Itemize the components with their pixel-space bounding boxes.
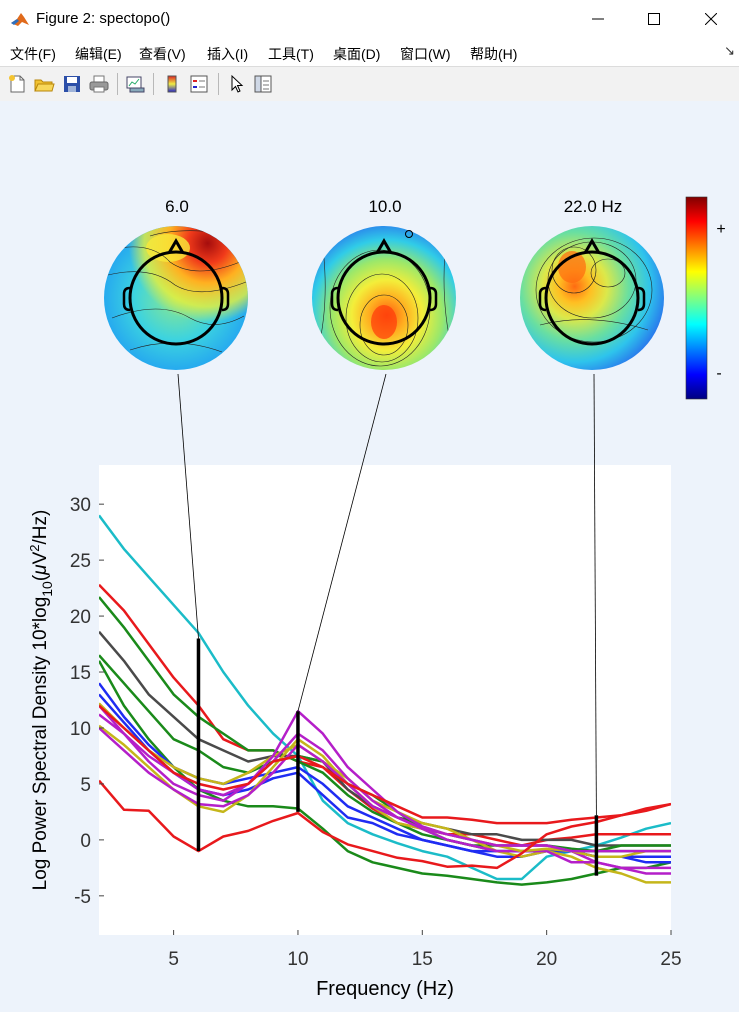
- y-tick-label: 30: [70, 495, 91, 516]
- series-line-ch14: [99, 779, 671, 870]
- y-axis-label: Log Power Spectral Density 10*log10(μV2/…: [27, 510, 55, 891]
- x-tick-label: 25: [660, 949, 681, 970]
- link-plot-icon[interactable]: [124, 73, 146, 95]
- topomap-connectors: [177, 373, 597, 816]
- property-inspector-icon[interactable]: [252, 73, 274, 95]
- menu-file[interactable]: 文件(F): [10, 46, 56, 62]
- series-line-ch3: [99, 596, 671, 853]
- print-icon[interactable]: [88, 73, 110, 95]
- menu-desktop[interactable]: 桌面(D): [333, 46, 381, 62]
- topo-label-6hz: 6.0: [165, 197, 189, 216]
- topo-label-22hz: 22.0 Hz: [564, 197, 623, 216]
- colorbar-minus-label: -: [716, 365, 721, 382]
- menu-tools[interactable]: 工具(T): [268, 46, 314, 62]
- frequency-markers: [196, 638, 599, 876]
- connector-6hz: [177, 373, 199, 639]
- window-title: Figure 2: spectopo(): [36, 10, 171, 27]
- connector-10hz: [297, 373, 387, 712]
- y-axis-ticks: -5 0 5 10 15 20 25 30: [70, 495, 104, 908]
- x-tick-label: 10: [287, 949, 308, 970]
- pointer-icon[interactable]: [226, 73, 248, 95]
- close-icon: [705, 13, 717, 25]
- new-figure-icon[interactable]: [6, 73, 28, 95]
- topo-label-10hz: 10.0: [368, 197, 401, 216]
- close-button[interactable]: [683, 0, 739, 38]
- spectra-lines: [99, 514, 671, 886]
- menu-window[interactable]: 窗口(W): [400, 46, 451, 62]
- y-tick-label: 10: [70, 719, 91, 740]
- maximize-icon: [648, 13, 660, 25]
- colorbar: + -: [685, 196, 726, 400]
- minimize-button[interactable]: [570, 0, 626, 38]
- x-tick-label: 15: [412, 949, 433, 970]
- colorbar-plus-label: +: [716, 221, 725, 238]
- menu-insert[interactable]: 插入(I): [207, 46, 249, 62]
- topomap-10hz: [312, 226, 456, 370]
- y-tick-label: 0: [80, 831, 91, 852]
- connector-22hz: [593, 373, 597, 816]
- y-tick-label: 25: [70, 551, 91, 572]
- x-tick-label: 20: [536, 949, 557, 970]
- colorbar-icon[interactable]: [161, 73, 183, 95]
- series-line-ch11: [99, 713, 671, 875]
- menu-bar: 文件(F) 编辑(E) 查看(V) 插入(I) 工具(T) 桌面(D) 窗口(W…: [0, 38, 739, 66]
- legend-icon[interactable]: [188, 73, 210, 95]
- toolbar-separator: [153, 73, 154, 95]
- x-axis-ticks: 5 10 15 20 25: [168, 930, 682, 970]
- menu-view[interactable]: 查看(V): [139, 46, 186, 62]
- y-tick-label: 15: [70, 663, 91, 684]
- y-tick-label: 5: [80, 775, 91, 796]
- x-tick-label: 5: [168, 949, 179, 970]
- title-bar: Figure 2: spectopo(): [0, 0, 739, 38]
- menu-help[interactable]: 帮助(H): [470, 46, 518, 62]
- series-line-ch15: [99, 704, 671, 825]
- spectopo-figure: 6.0 10.0 22.0 Hz: [27, 196, 726, 1000]
- y-tick-label: 20: [70, 607, 91, 628]
- topomap-6hz: [104, 226, 248, 370]
- topomap-22hz: [520, 226, 664, 370]
- series-line-ch9: [99, 702, 671, 884]
- maximize-button[interactable]: [626, 0, 682, 38]
- y-tick-label: -5: [74, 887, 91, 908]
- toolbar-separator: [117, 73, 118, 95]
- undock-arrow-icon[interactable]: ↘: [724, 43, 735, 58]
- open-file-icon[interactable]: [33, 73, 55, 95]
- series-line-ch13: [99, 727, 671, 853]
- save-icon[interactable]: [61, 73, 83, 95]
- matlab-logo-icon: [10, 9, 30, 29]
- toolbar: [0, 66, 739, 102]
- menu-edit[interactable]: 编辑(E): [75, 46, 122, 62]
- toolbar-separator: [218, 73, 219, 95]
- x-axis-label: Frequency (Hz): [316, 978, 454, 1000]
- figure-canvas: 6.0 10.0 22.0 Hz: [0, 101, 739, 1007]
- minimize-icon: [592, 18, 604, 20]
